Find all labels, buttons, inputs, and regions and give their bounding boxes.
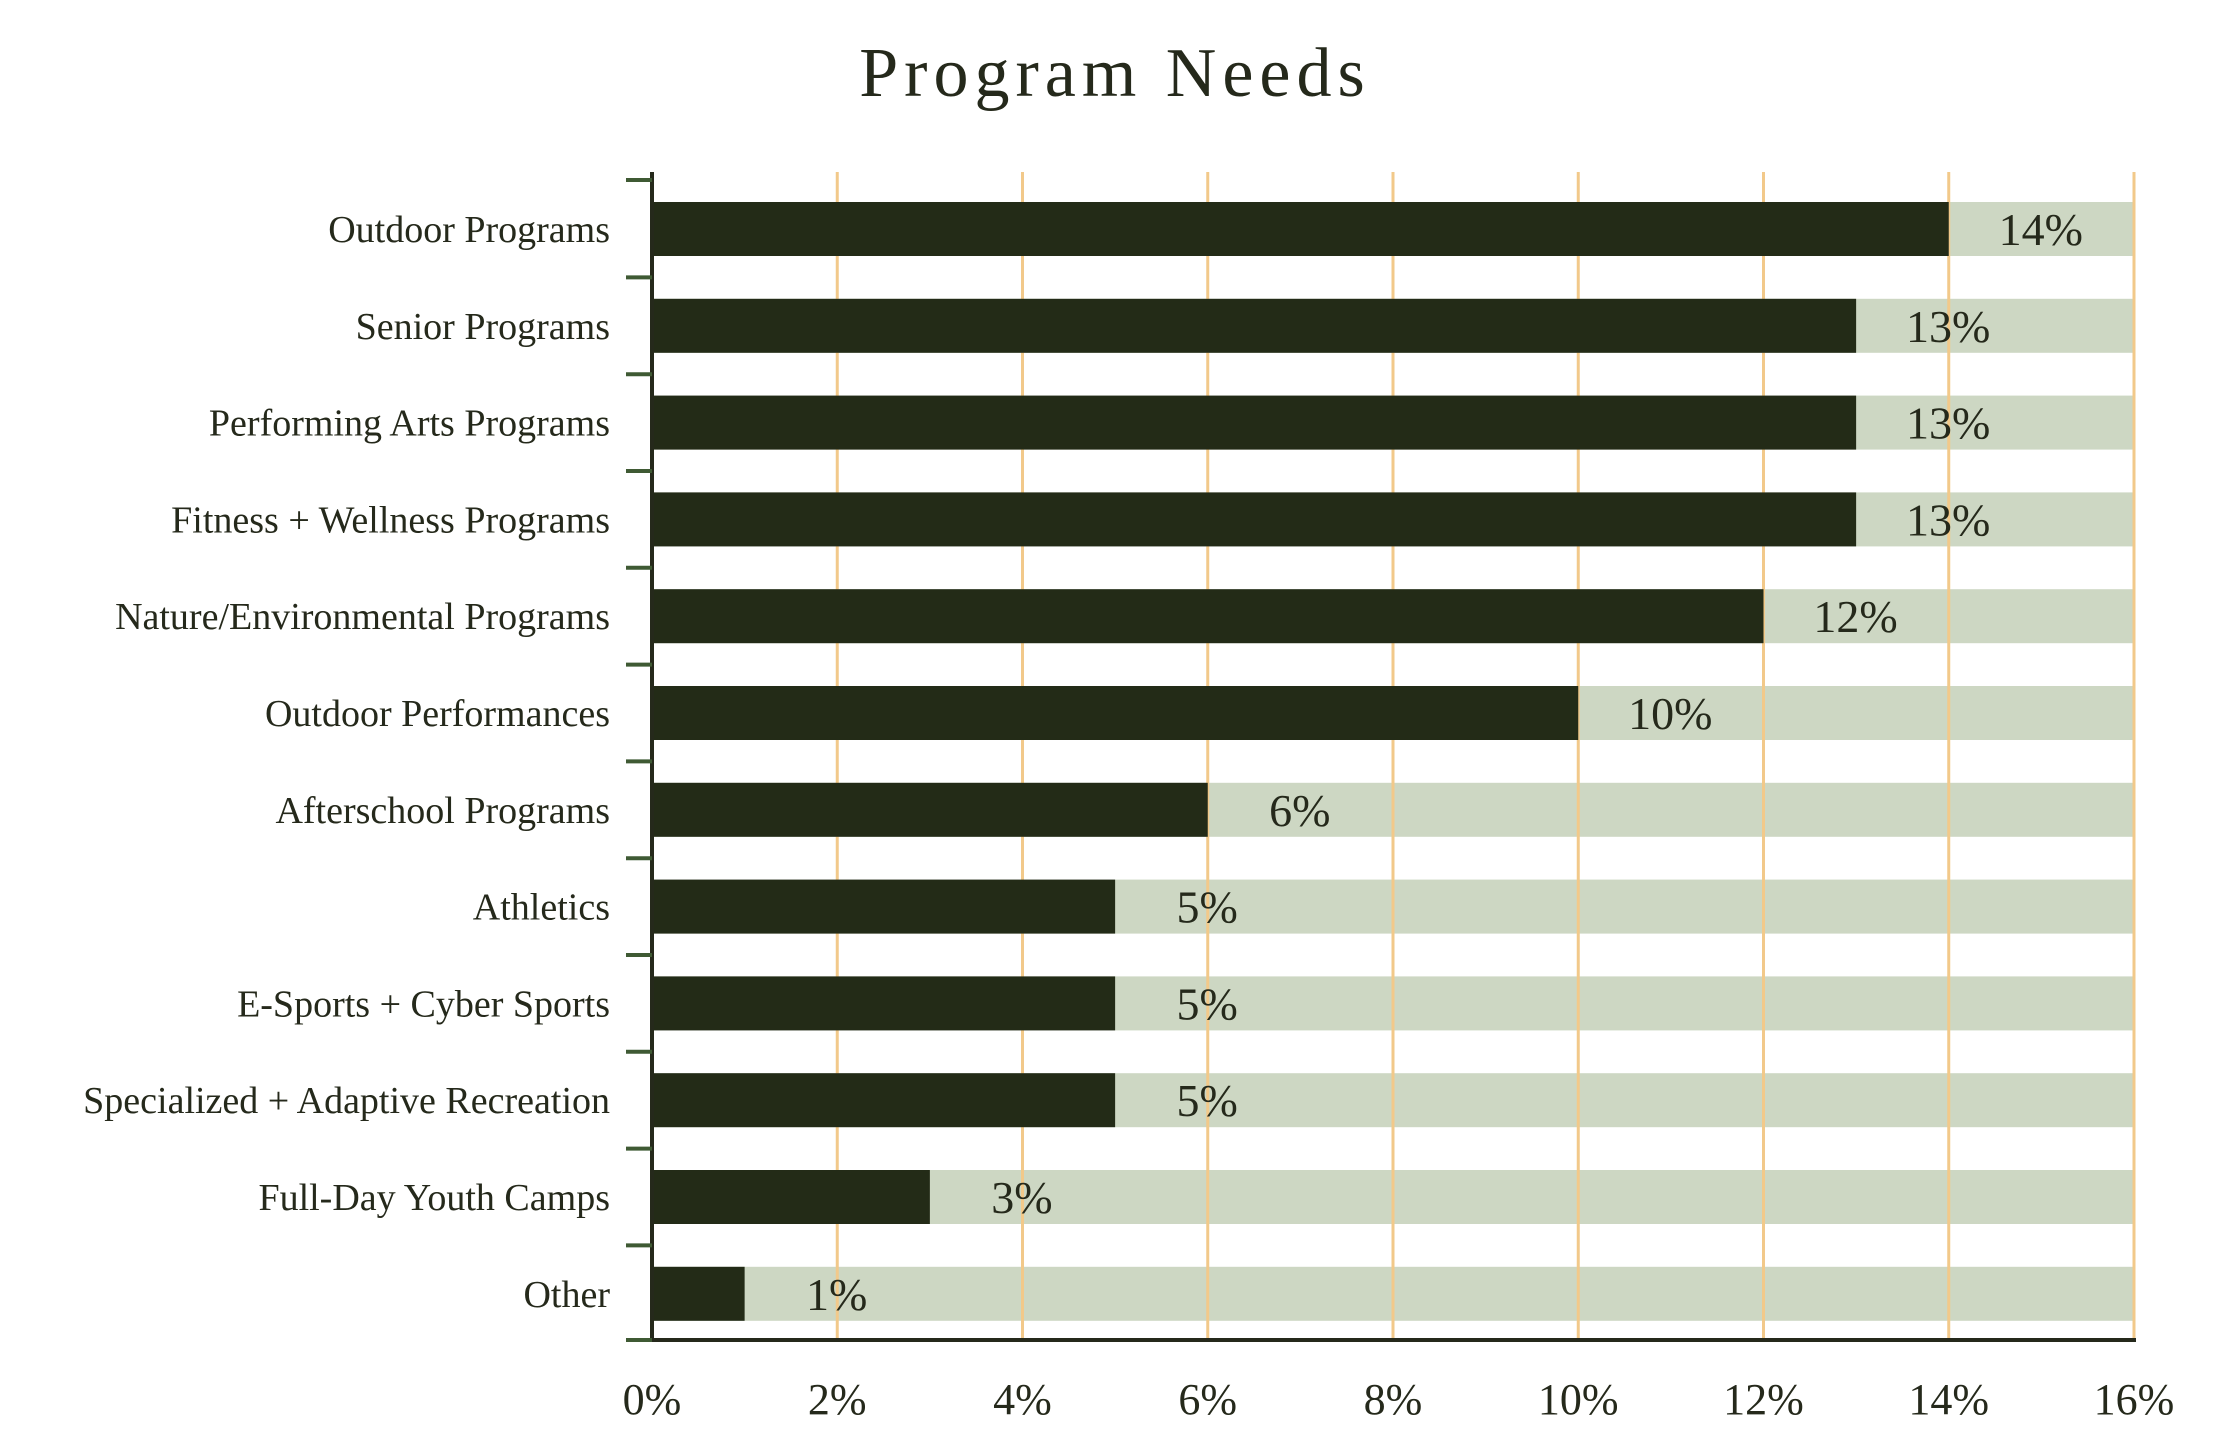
axes (626, 172, 2136, 1342)
value-label: 13% (1906, 494, 1990, 545)
value-label: 5% (1176, 978, 1237, 1029)
x-tick-label: 4% (993, 1375, 1052, 1424)
value-label: 1% (806, 1269, 867, 1320)
x-tick-label: 14% (1908, 1375, 1989, 1424)
value-label: 3% (991, 1172, 1052, 1223)
x-tick-label: 6% (1178, 1375, 1237, 1424)
bar (652, 686, 1579, 740)
category-label: Other (523, 1274, 610, 1316)
category-label: E-Sports + Cyber Sports (237, 983, 610, 1025)
bar (652, 976, 1116, 1031)
chart-title: Program Needs (859, 35, 1371, 112)
value-label: 5% (1176, 1075, 1237, 1126)
labels: Outdoor Programs Senior Programs Performin… (83, 204, 2174, 1424)
bar (652, 1170, 930, 1224)
bars (652, 202, 1949, 1321)
x-tick-label: 12% (1723, 1375, 1804, 1424)
category-label: Performing Arts Programs (209, 403, 610, 445)
bar (652, 589, 1764, 644)
category-label: Full-Day Youth Camps (258, 1177, 610, 1219)
category-label: Nature/Environmental Programs (115, 596, 610, 638)
value-label: 13% (1906, 301, 1990, 352)
bar (652, 782, 1208, 837)
category-label: Athletics (473, 887, 610, 929)
bar (652, 202, 1949, 256)
category-label: Fitness + Wellness Programs (171, 499, 610, 541)
value-label: 13% (1906, 398, 1990, 449)
category-label: Specialized + Adaptive Recreation (83, 1080, 610, 1122)
bar (652, 395, 1857, 450)
x-tick-label: 2% (808, 1375, 867, 1424)
category-label: Outdoor Performances (265, 693, 610, 735)
value-label: 14% (1999, 204, 2083, 255)
x-tick-label: 0% (623, 1375, 682, 1424)
category-label: Senior Programs (356, 306, 610, 348)
bar (652, 492, 1857, 547)
bar (652, 879, 1116, 934)
category-label: Afterschool Programs (275, 790, 610, 832)
value-label: 6% (1269, 785, 1330, 836)
bar (652, 1266, 745, 1321)
bar (652, 1073, 1116, 1128)
x-tick-label: 8% (1364, 1375, 1423, 1424)
value-label: 10% (1628, 688, 1712, 739)
bar (652, 298, 1857, 353)
x-tick-label: 16% (2094, 1375, 2175, 1424)
value-label: 5% (1176, 882, 1237, 933)
category-label: Outdoor Programs (328, 209, 610, 251)
value-label: 12% (1813, 591, 1897, 642)
x-tick-label: 10% (1538, 1375, 1619, 1424)
